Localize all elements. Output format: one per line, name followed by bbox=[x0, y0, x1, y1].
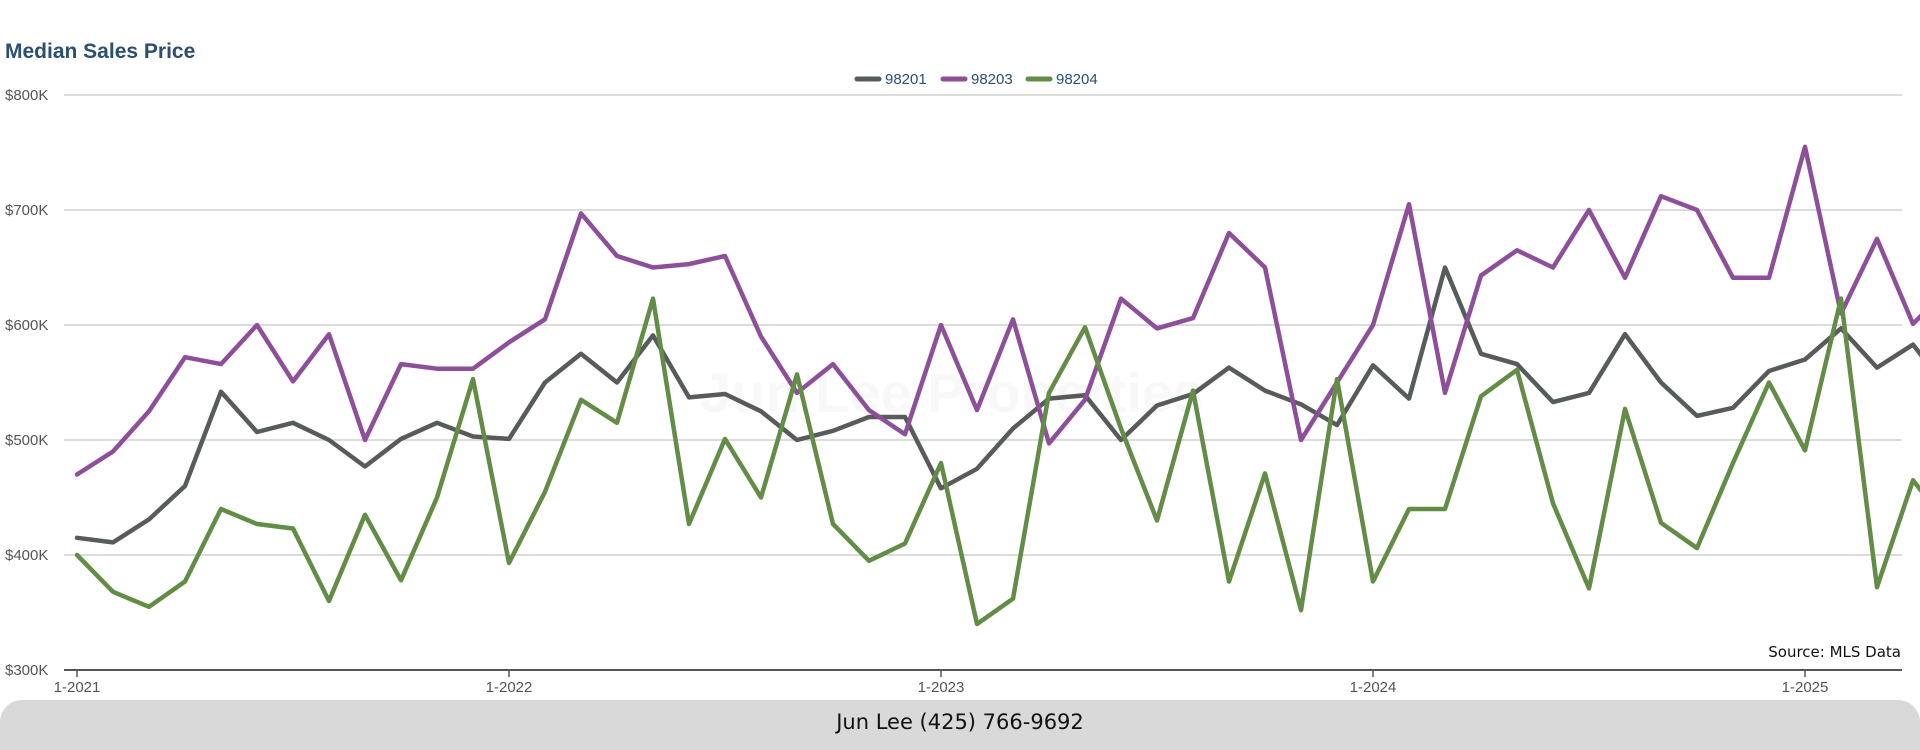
series-line-98204 bbox=[74, 296, 1920, 627]
source-note: Source: MLS Data bbox=[1768, 643, 1901, 661]
y-tick-label: $500K bbox=[5, 432, 48, 449]
y-tick-label: $700K bbox=[5, 202, 48, 219]
grid-lines bbox=[64, 94, 1902, 556]
x-tick-label: 1-2025 bbox=[1782, 679, 1829, 696]
legend-label: 98201 bbox=[885, 71, 927, 88]
series-lines bbox=[74, 144, 1920, 627]
legend-item-98201[interactable]: 98201 bbox=[854, 71, 927, 88]
y-axis-labels: $800K $700K $600K $500K $400K $300K bbox=[5, 87, 48, 679]
footer-contact: Jun Lee (425) 766-9692 bbox=[836, 710, 1084, 734]
legend[interactable]: 98201 98203 98204 bbox=[854, 71, 1098, 88]
x-tick-label: 1-2024 bbox=[1350, 679, 1397, 696]
line-chart: $800K $700K $600K $500K $400K $300K 1-2021 1-2… bbox=[5, 71, 1920, 696]
legend-label: 98203 bbox=[971, 71, 1013, 88]
legend-label: 98204 bbox=[1056, 71, 1098, 88]
legend-item-98204[interactable]: 98204 bbox=[1025, 71, 1098, 88]
legend-item-98203[interactable]: 98203 bbox=[940, 71, 1013, 88]
chart-title: Median Sales Price bbox=[5, 40, 196, 63]
x-tick-label: 1-2021 bbox=[54, 679, 101, 696]
x-tick-label: 1-2023 bbox=[918, 679, 965, 696]
x-tick-label: 1-2022 bbox=[486, 679, 533, 696]
y-tick-label: $600K bbox=[5, 317, 48, 334]
y-tick-label: $800K bbox=[5, 87, 48, 104]
series-line-98203 bbox=[74, 144, 1920, 477]
y-tick-label: $300K bbox=[5, 662, 48, 679]
series-line-98201 bbox=[74, 265, 1920, 545]
y-tick-label: $400K bbox=[5, 547, 48, 564]
footer-band: Jun Lee (425) 766-9692 bbox=[0, 700, 1920, 750]
